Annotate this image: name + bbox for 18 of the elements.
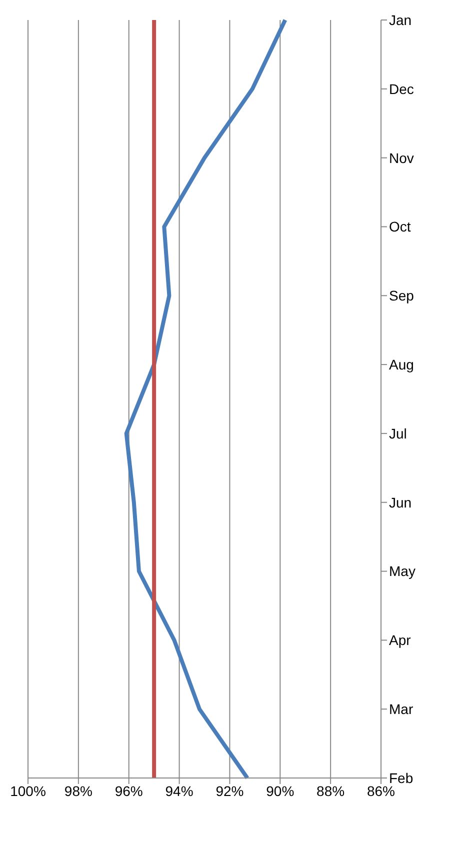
y-tick-label: Jul [389,425,407,442]
y-tick-label: Aug [389,356,414,373]
y-tick-label: Dec [389,80,414,97]
x-tick-label: 96% [114,782,143,799]
x-tick-label: 98% [64,782,92,799]
y-tick-label: Jun [389,494,412,510]
y-tick-label: May [389,563,416,580]
y-tick-label: Sep [389,288,414,304]
x-tick-label: 92% [216,782,244,799]
y-tick-label: Apr [389,632,412,648]
x-tick-label: 94% [165,782,194,799]
y-tick-label: Oct [389,218,411,235]
y-tick-label: Jan [389,12,412,28]
y-tick-label: Nov [389,150,414,166]
x-tick-label: 90% [266,782,294,799]
x-tick-label: 100% [10,782,46,799]
y-tick-label: Mar [389,701,414,718]
x-tick-label: 88% [316,782,345,799]
